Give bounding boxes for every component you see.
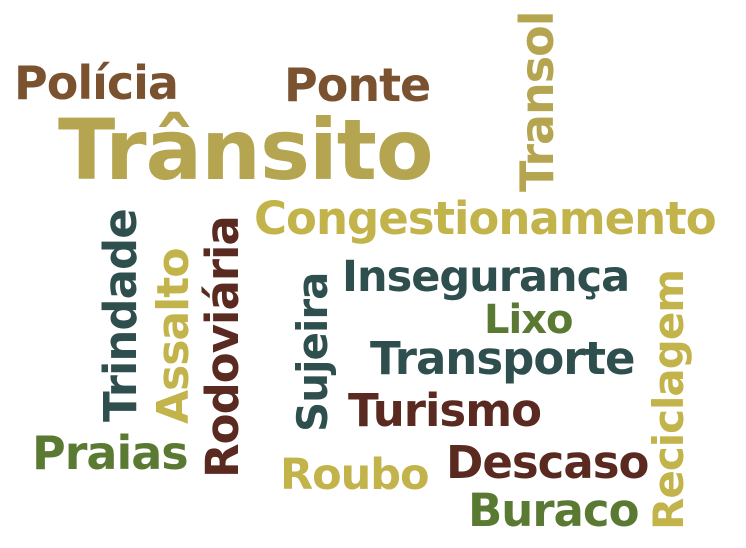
word-descaso: Descaso — [446, 436, 649, 489]
word-reciclagem: Reciclagem — [644, 269, 693, 530]
word-transito: Trânsito — [58, 101, 434, 199]
word-roubo: Roubo — [280, 450, 430, 500]
word-inseguranca: Insegurança — [342, 252, 630, 302]
word-sujeira: Sujeira — [288, 272, 337, 432]
word-transporte: Transporte — [370, 332, 635, 385]
word-praias: Praias — [32, 426, 189, 480]
word-buraco: Buraco — [468, 484, 639, 537]
word-lixo: Lixo — [484, 297, 573, 343]
word-transol: Transol — [510, 11, 564, 192]
word-policia: Polícia — [14, 56, 179, 110]
word-turismo: Turismo — [348, 384, 542, 437]
word-assalto: Assalto — [148, 248, 199, 424]
word-trindade: Trindade — [94, 209, 147, 422]
word-ponte: Ponte — [284, 58, 431, 112]
word-rodoviaria: Rodoviária — [196, 216, 249, 478]
word-congestionamento: Congestionamento — [254, 192, 717, 245]
